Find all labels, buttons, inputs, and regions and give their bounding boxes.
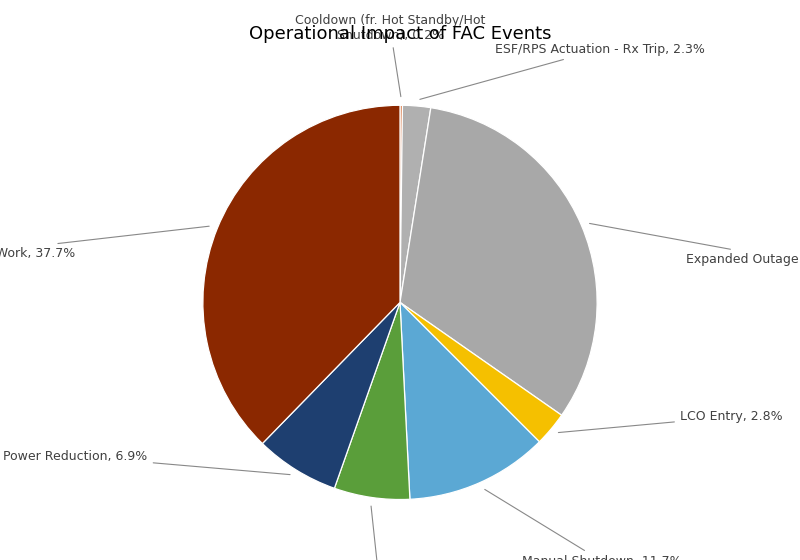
Text: Manual Shutdown, 11.7%: Manual Shutdown, 11.7% [485,489,682,560]
Wedge shape [203,105,400,444]
Wedge shape [400,105,431,302]
Wedge shape [334,302,410,500]
Text: Unplanned Outage Work, 37.7%: Unplanned Outage Work, 37.7% [0,226,209,260]
Text: Cooldown (fr. Hot Standby/Hot
Shutdown), 0.2%: Cooldown (fr. Hot Standby/Hot Shutdown),… [295,14,486,97]
Wedge shape [400,108,597,415]
Wedge shape [400,302,562,442]
Text: ESF/RPS Actuation - Rx Trip, 2.3%: ESF/RPS Actuation - Rx Trip, 2.3% [420,43,705,99]
Wedge shape [400,105,402,302]
Title: Operational Impact of FAC Events: Operational Impact of FAC Events [249,25,551,43]
Text: Power Reduction, 6.9%: Power Reduction, 6.9% [3,450,290,475]
Text: Expanded Outage Work, 32.2%: Expanded Outage Work, 32.2% [590,223,800,265]
Wedge shape [262,302,400,488]
Text: N/A - No Impact on Reactor
Operation, 6.2%: N/A - No Impact on Reactor Operation, 6.… [295,506,466,560]
Wedge shape [400,302,539,500]
Text: LCO Entry, 2.8%: LCO Entry, 2.8% [558,410,782,432]
